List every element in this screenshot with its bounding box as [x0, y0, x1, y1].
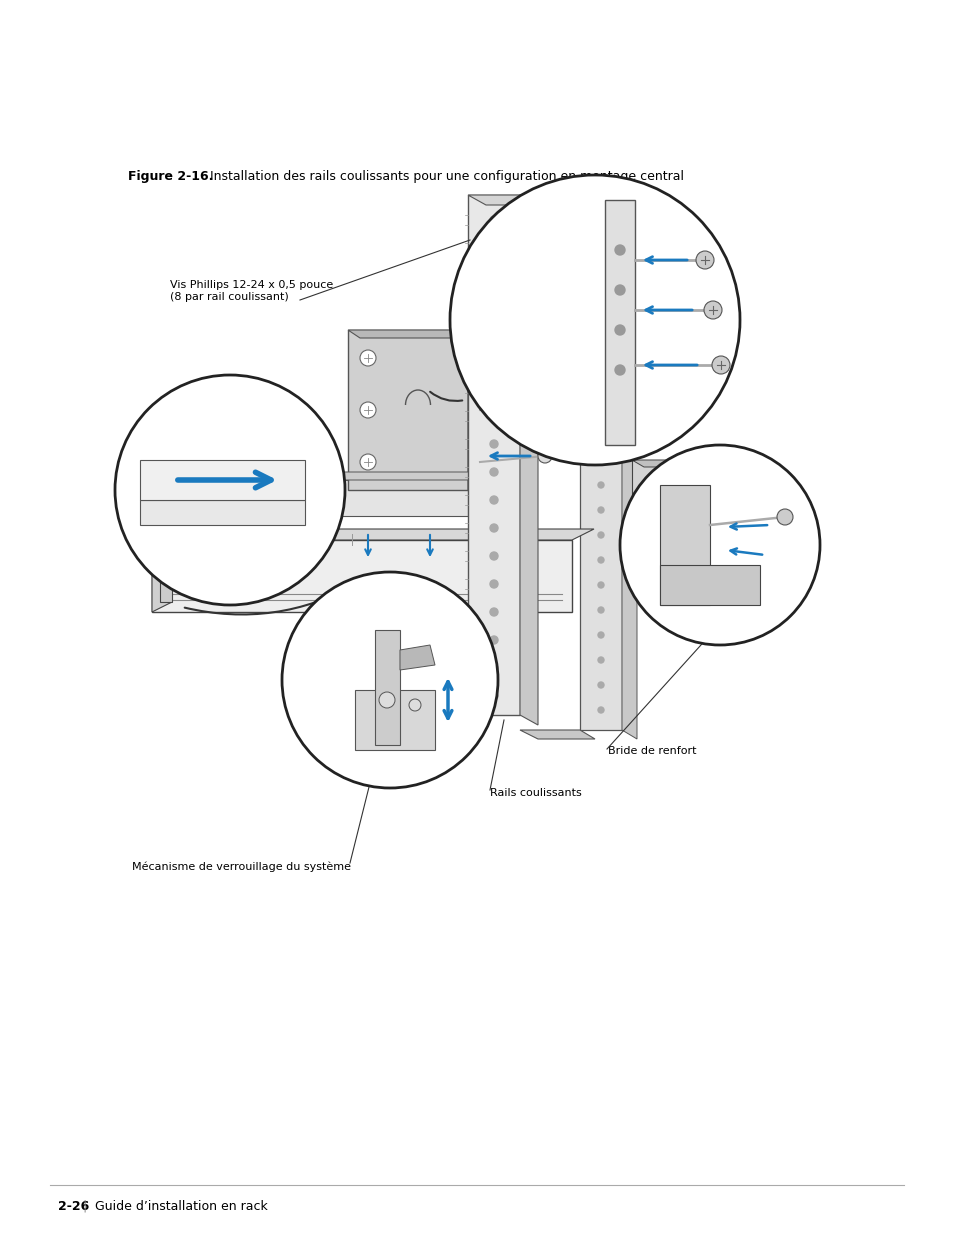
- Polygon shape: [160, 582, 172, 601]
- Polygon shape: [348, 330, 479, 338]
- Text: |: |: [82, 1200, 86, 1213]
- Polygon shape: [468, 195, 537, 205]
- Circle shape: [490, 552, 497, 559]
- Text: Guide d’installation en rack: Guide d’installation en rack: [95, 1200, 268, 1213]
- Circle shape: [490, 580, 497, 588]
- Circle shape: [598, 706, 603, 713]
- Circle shape: [696, 251, 713, 269]
- Circle shape: [490, 329, 497, 336]
- Text: 2-26: 2-26: [58, 1200, 90, 1213]
- Polygon shape: [468, 195, 519, 715]
- Circle shape: [409, 699, 420, 711]
- Circle shape: [615, 366, 624, 375]
- Circle shape: [490, 440, 497, 448]
- Text: Installation des rails coulissants pour une configuration en montage central: Installation des rails coulissants pour …: [210, 170, 683, 183]
- Circle shape: [598, 508, 603, 513]
- Circle shape: [490, 356, 497, 364]
- Circle shape: [490, 245, 497, 252]
- Circle shape: [619, 445, 820, 645]
- Circle shape: [359, 350, 375, 366]
- Polygon shape: [631, 459, 711, 580]
- Circle shape: [598, 382, 603, 388]
- Polygon shape: [519, 359, 595, 369]
- Polygon shape: [355, 690, 435, 750]
- Circle shape: [615, 245, 624, 254]
- Circle shape: [598, 532, 603, 538]
- Circle shape: [615, 285, 624, 295]
- Polygon shape: [140, 459, 305, 500]
- Polygon shape: [375, 630, 399, 745]
- Polygon shape: [579, 359, 621, 730]
- Circle shape: [598, 582, 603, 588]
- Circle shape: [490, 468, 497, 475]
- Circle shape: [598, 682, 603, 688]
- Circle shape: [760, 495, 773, 509]
- Circle shape: [598, 657, 603, 663]
- Circle shape: [490, 384, 497, 391]
- Polygon shape: [646, 490, 706, 559]
- Text: Mécanisme de verrouillage du système: Mécanisme de verrouillage du système: [132, 862, 351, 872]
- Polygon shape: [140, 500, 305, 525]
- Circle shape: [378, 692, 395, 708]
- Text: Figure 2-16.: Figure 2-16.: [128, 170, 213, 183]
- Circle shape: [359, 454, 375, 471]
- Circle shape: [533, 400, 546, 414]
- Polygon shape: [659, 485, 709, 605]
- Circle shape: [635, 545, 644, 555]
- Circle shape: [359, 403, 375, 417]
- Text: Vis Phillips 12-24 x 0,5 pouce
(8 par rail coulissant): Vis Phillips 12-24 x 0,5 pouce (8 par ra…: [170, 280, 333, 301]
- Polygon shape: [399, 645, 435, 671]
- Circle shape: [282, 572, 497, 788]
- Circle shape: [490, 272, 497, 280]
- Circle shape: [711, 356, 729, 374]
- Polygon shape: [348, 330, 468, 490]
- Polygon shape: [152, 530, 172, 613]
- Circle shape: [490, 664, 497, 672]
- Polygon shape: [631, 459, 723, 467]
- Circle shape: [635, 500, 644, 510]
- Text: Rails coulissants: Rails coulissants: [490, 788, 581, 798]
- Polygon shape: [604, 200, 635, 445]
- Circle shape: [490, 636, 497, 643]
- Circle shape: [598, 408, 603, 412]
- Text: Bride de renfort: Bride de renfort: [607, 746, 696, 756]
- Circle shape: [598, 432, 603, 438]
- Circle shape: [490, 496, 497, 504]
- Circle shape: [490, 692, 497, 700]
- Circle shape: [450, 175, 740, 466]
- Circle shape: [598, 482, 603, 488]
- Circle shape: [490, 300, 497, 308]
- Circle shape: [598, 457, 603, 463]
- Circle shape: [776, 509, 792, 525]
- Circle shape: [598, 606, 603, 613]
- Circle shape: [537, 450, 552, 463]
- Polygon shape: [152, 540, 572, 613]
- Circle shape: [598, 632, 603, 638]
- Circle shape: [490, 412, 497, 420]
- Circle shape: [527, 351, 541, 366]
- Circle shape: [490, 216, 497, 224]
- Polygon shape: [621, 359, 637, 739]
- Circle shape: [490, 524, 497, 532]
- Circle shape: [598, 557, 603, 563]
- Circle shape: [115, 375, 345, 605]
- Polygon shape: [152, 529, 594, 540]
- Polygon shape: [468, 330, 479, 498]
- Polygon shape: [158, 480, 468, 516]
- Polygon shape: [519, 730, 595, 739]
- Polygon shape: [659, 564, 760, 605]
- Circle shape: [703, 301, 721, 319]
- Circle shape: [615, 325, 624, 335]
- Polygon shape: [158, 472, 482, 480]
- Polygon shape: [519, 195, 537, 725]
- Circle shape: [490, 608, 497, 616]
